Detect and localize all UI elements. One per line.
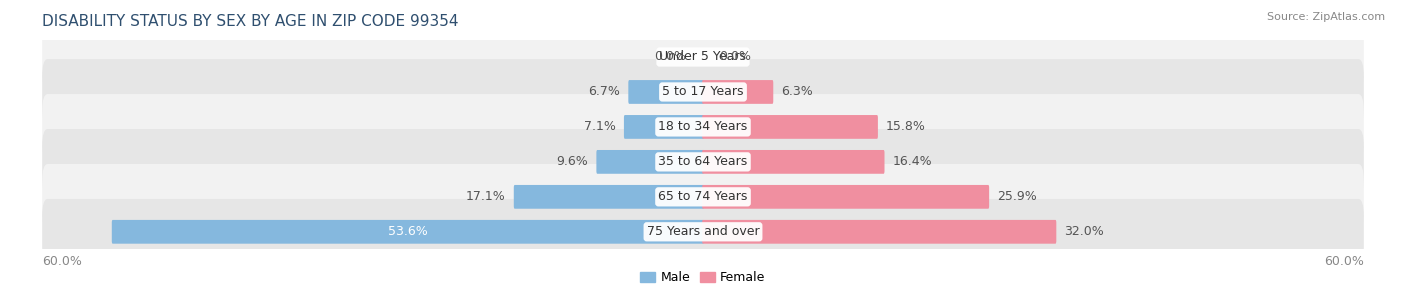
Text: 53.6%: 53.6%: [388, 225, 427, 238]
FancyBboxPatch shape: [702, 80, 773, 104]
Text: 5 to 17 Years: 5 to 17 Years: [662, 85, 744, 98]
FancyBboxPatch shape: [42, 129, 1364, 195]
FancyBboxPatch shape: [702, 115, 877, 139]
FancyBboxPatch shape: [42, 59, 1364, 125]
Text: 7.1%: 7.1%: [583, 120, 616, 133]
Text: 32.0%: 32.0%: [1064, 225, 1104, 238]
Text: 60.0%: 60.0%: [1324, 254, 1364, 268]
FancyBboxPatch shape: [42, 24, 1364, 90]
FancyBboxPatch shape: [702, 185, 990, 209]
FancyBboxPatch shape: [42, 164, 1364, 230]
FancyBboxPatch shape: [702, 220, 1056, 244]
FancyBboxPatch shape: [628, 80, 704, 104]
FancyBboxPatch shape: [624, 115, 704, 139]
Text: 15.8%: 15.8%: [886, 120, 925, 133]
Text: 9.6%: 9.6%: [557, 155, 589, 168]
Text: Source: ZipAtlas.com: Source: ZipAtlas.com: [1267, 12, 1385, 22]
Legend: Male, Female: Male, Female: [636, 266, 770, 289]
Text: 6.7%: 6.7%: [589, 85, 620, 98]
FancyBboxPatch shape: [596, 150, 704, 174]
Text: 25.9%: 25.9%: [997, 190, 1036, 203]
FancyBboxPatch shape: [702, 150, 884, 174]
Text: 35 to 64 Years: 35 to 64 Years: [658, 155, 748, 168]
Text: 17.1%: 17.1%: [467, 190, 506, 203]
Text: 60.0%: 60.0%: [42, 254, 82, 268]
Text: 0.0%: 0.0%: [654, 50, 686, 64]
FancyBboxPatch shape: [42, 199, 1364, 265]
Text: 16.4%: 16.4%: [893, 155, 932, 168]
Text: 6.3%: 6.3%: [782, 85, 813, 98]
Text: 65 to 74 Years: 65 to 74 Years: [658, 190, 748, 203]
Text: 18 to 34 Years: 18 to 34 Years: [658, 120, 748, 133]
Text: 75 Years and over: 75 Years and over: [647, 225, 759, 238]
Text: Under 5 Years: Under 5 Years: [659, 50, 747, 64]
FancyBboxPatch shape: [112, 220, 704, 244]
FancyBboxPatch shape: [42, 94, 1364, 160]
Text: DISABILITY STATUS BY SEX BY AGE IN ZIP CODE 99354: DISABILITY STATUS BY SEX BY AGE IN ZIP C…: [42, 14, 458, 29]
FancyBboxPatch shape: [513, 185, 704, 209]
Text: 0.0%: 0.0%: [720, 50, 752, 64]
